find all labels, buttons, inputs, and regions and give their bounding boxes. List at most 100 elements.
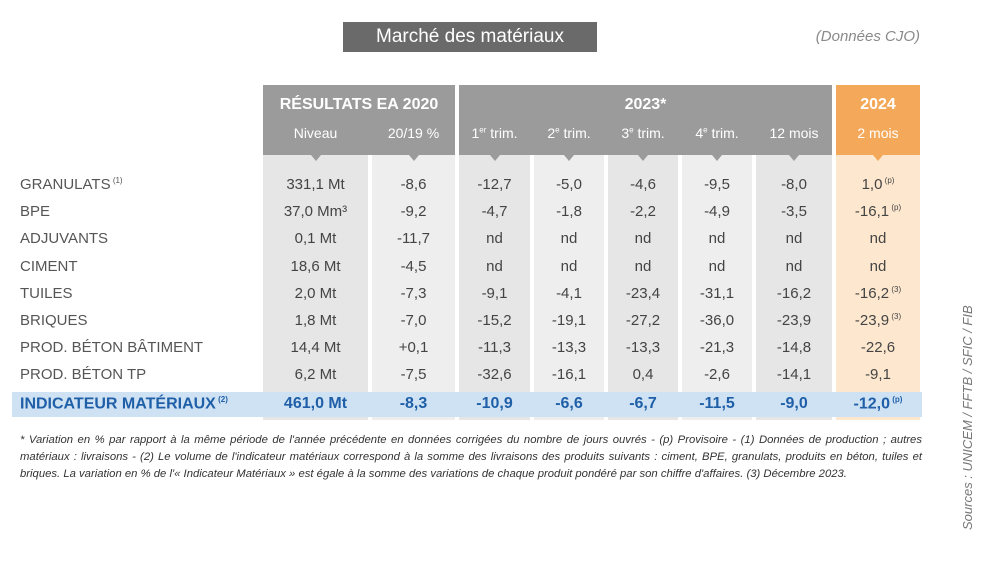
cell: -16,1 (p) (836, 203, 920, 220)
cell: -15,2 (459, 312, 530, 329)
cell-value: -9,1 (865, 366, 891, 384)
cell-value: -22,6 (860, 339, 896, 357)
sup: (2) (216, 395, 228, 404)
row-label: TUILES (20, 285, 73, 302)
cell-value: -12,0 (853, 395, 890, 413)
cell: -27,2 (608, 312, 678, 329)
group-title: RÉSULTATS EA 2020 (279, 96, 439, 113)
row-label-text: CIMENT (20, 257, 78, 275)
cell: 461,0 Mt (263, 395, 368, 413)
cell: -8,6 (372, 176, 455, 193)
header-bg (836, 85, 920, 155)
cell-value: -3,5 (781, 203, 807, 221)
column-header-sup: e (555, 125, 560, 135)
column-header: 2e trim. (534, 125, 604, 141)
cell-value: 18,6 Mt (290, 257, 341, 275)
cell-value: -2,2 (630, 203, 656, 221)
header-arrow (408, 155, 419, 161)
cell: -11,5 (682, 395, 752, 413)
cell: -1,8 (534, 203, 604, 220)
cell-value: 461,0 Mt (283, 395, 348, 412)
sup: (p) (889, 203, 901, 212)
cell: -13,3 (534, 339, 604, 356)
cell: -22,6 (836, 339, 920, 356)
cell-value: nd (708, 230, 726, 248)
column-header: Niveau (263, 125, 368, 141)
cell-value: nd (785, 230, 803, 248)
header-arrow (564, 155, 574, 161)
cell: -10,9 (459, 395, 530, 413)
cell: 331,1 Mt (263, 176, 368, 193)
cell-value: -9,5 (704, 176, 730, 193)
cell: 0,1 Mt (263, 230, 368, 247)
header-bg (263, 85, 455, 155)
cell: 1,0 (p) (836, 176, 920, 193)
cell-value: 37,0 Mm³ (283, 203, 348, 221)
cell-value: -16,2 (854, 284, 890, 302)
row-label-text: TUILES (20, 284, 73, 302)
cell-value: -13,3 (625, 339, 661, 357)
cell: nd (459, 230, 530, 247)
header-arrow (873, 155, 883, 161)
column-bg (682, 155, 752, 420)
cell-value: nd (708, 257, 726, 275)
cell: -23,9 (3) (836, 312, 920, 329)
column-header: 3e trim. (608, 125, 678, 141)
header-bg (459, 85, 832, 155)
cell-value: nd (560, 230, 578, 248)
cell: +0,1 (372, 339, 455, 356)
row-label-note: (1) (112, 176, 123, 185)
cell: -9,0 (756, 395, 832, 413)
cell-value: -8,0 (781, 176, 807, 193)
cell: -14,8 (756, 339, 832, 356)
cell: -11,7 (372, 230, 455, 247)
column-bg (534, 155, 604, 420)
cell: -4,7 (459, 203, 530, 220)
row-label-text: BPE (20, 203, 51, 221)
cell-value: -23,9 (854, 312, 890, 329)
column-header: 2 mois (836, 125, 920, 141)
column-header-sup: e (703, 125, 708, 135)
cell-value: -31,1 (699, 284, 735, 302)
cell-value: -4,9 (704, 203, 730, 221)
cell: -7,5 (372, 366, 455, 383)
sup: (p) (882, 176, 895, 185)
cell: 0,4 (608, 366, 678, 383)
cell: nd (756, 230, 832, 247)
cell-value: -6,6 (555, 395, 583, 412)
sup: (3) (889, 285, 901, 294)
column-bg (608, 155, 678, 420)
cell-value: -21,3 (699, 339, 735, 357)
cell: -6,6 (534, 395, 604, 413)
cell-value: -8,3 (399, 395, 428, 412)
cell: nd (682, 230, 752, 247)
cell: -2,2 (608, 203, 678, 220)
cell-value: -13,3 (551, 339, 587, 357)
group-title: 2024 (860, 96, 896, 113)
column-header-text: 12 mois (769, 125, 819, 141)
column-bg (459, 155, 530, 420)
cell-value: 14,4 Mt (290, 339, 341, 357)
cell: -8,3 (372, 395, 455, 413)
column-header-rest: trim. (559, 125, 591, 141)
column-header-text: 2 mois (857, 125, 899, 141)
cell-value: -7,5 (400, 366, 427, 384)
footnote: * Variation en % par rapport à la même p… (20, 434, 922, 480)
cell: -4,6 (608, 176, 678, 193)
row-label-text: GRANULATS (20, 176, 111, 193)
row-label-text: ADJUVANTS (20, 230, 109, 248)
cell-value: 1,8 Mt (294, 312, 337, 329)
cell-value: -12,7 (477, 176, 512, 193)
cell: nd (459, 258, 530, 275)
cell-note: (3) (891, 312, 902, 321)
cell: -4,5 (372, 258, 455, 275)
row-label: CIMENT (20, 258, 78, 275)
cell: nd (836, 230, 920, 247)
cell-value: nd (634, 230, 652, 248)
column-bg (263, 155, 368, 420)
cell-value: nd (560, 257, 578, 275)
cell-value: 0,4 (632, 366, 654, 384)
header-arrow (789, 155, 799, 161)
source-note: (Données CJO) (815, 28, 920, 45)
column-header-sup: e (629, 125, 634, 135)
